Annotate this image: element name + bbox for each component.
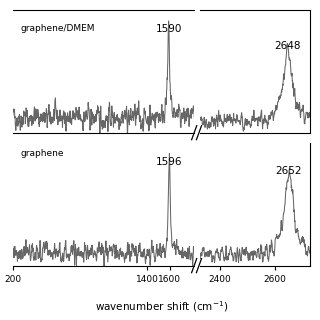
Text: 2652: 2652: [276, 166, 302, 176]
Text: wavenumber shift (cm$^{-1}$): wavenumber shift (cm$^{-1}$): [95, 299, 228, 314]
Text: graphene/DMEM: graphene/DMEM: [20, 24, 95, 33]
Text: 1596: 1596: [156, 157, 183, 167]
Text: 1590: 1590: [156, 24, 182, 34]
Text: graphene: graphene: [20, 149, 64, 158]
Text: 2648: 2648: [275, 42, 301, 52]
